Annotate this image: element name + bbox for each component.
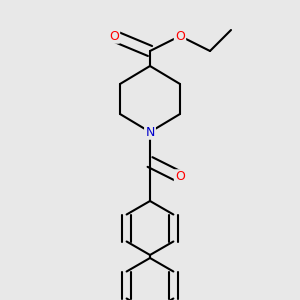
Text: N: N: [145, 125, 155, 139]
Text: O: O: [175, 170, 185, 184]
Text: O: O: [109, 29, 119, 43]
Text: O: O: [175, 29, 185, 43]
